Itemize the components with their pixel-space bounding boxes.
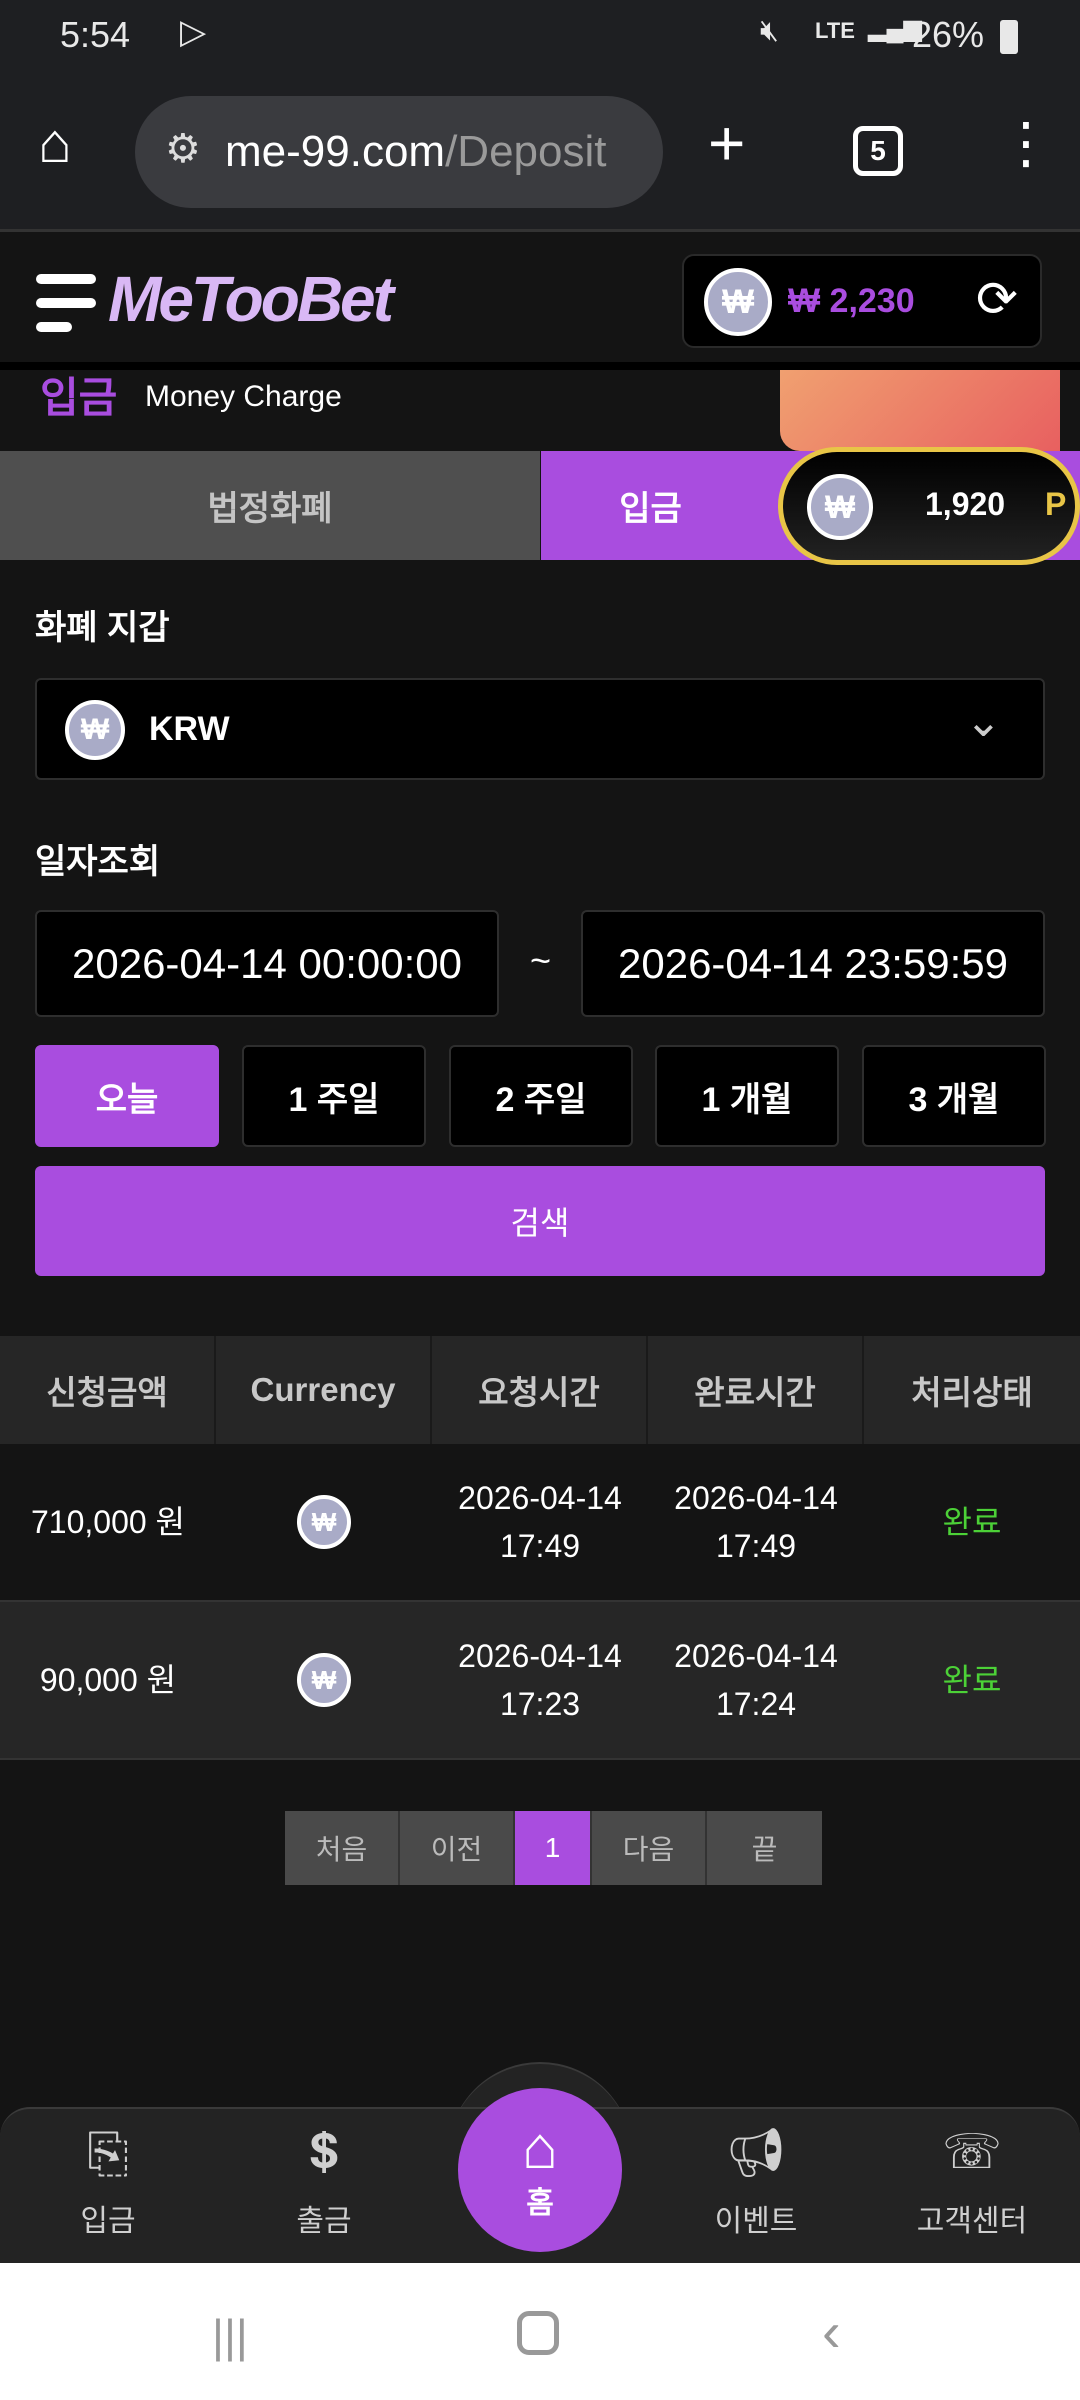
status-bar: 5:54 ▷ 🔇︎ LTE ▂▄▆ 26%: [0, 0, 1080, 70]
nav-label: 이벤트: [714, 2205, 798, 2238]
page-prev-button[interactable]: 이전: [400, 1811, 515, 1885]
status-badge: 완료: [942, 1662, 1002, 1698]
megaphone-icon: 📢︎: [725, 2127, 787, 2180]
network-type: LTE: [815, 18, 855, 43]
point-amount: 1,920: [925, 486, 1006, 522]
col-request-time: 요청시간: [432, 1336, 648, 1444]
complete-time: 17:49: [715, 1528, 797, 1564]
point-balance-widget[interactable]: ₩ 1,920 P: [778, 447, 1080, 565]
balance-amount: ₩ 2,230: [788, 282, 915, 320]
battery-level: 26%: [912, 14, 985, 55]
nav-home[interactable]: ⌂ 홈: [458, 2088, 622, 2252]
more-menu-icon[interactable]: ⋮: [998, 111, 1054, 174]
browser-toolbar: ⌂ ⚙ me-99.com/Deposit + 5 ⋮: [0, 70, 1080, 232]
table-row: 90,000 원 ₩ 2026-04-14 17:23 2026-04-14 17:…: [0, 1602, 1080, 1760]
tab-fiat[interactable]: 법정화폐: [0, 451, 540, 560]
url-path: /Deposit: [445, 127, 607, 176]
nav-label: 출금: [296, 2205, 352, 2238]
col-status: 처리상태: [911, 1374, 1033, 1411]
pagination: 처음 이전 1 다음 끝: [285, 1811, 822, 1885]
page-next-button[interactable]: 다음: [592, 1811, 707, 1885]
complete-date: 2026-04-14: [674, 1480, 838, 1516]
point-unit: P: [1045, 486, 1067, 522]
status-badge: 완료: [942, 1504, 1002, 1540]
back-icon[interactable]: ‹: [822, 2300, 841, 2363]
status-time: 5:54: [60, 14, 131, 55]
date-to-input[interactable]: 2026-04-14 23:59:59: [581, 910, 1045, 1017]
home-icon: ⌂: [521, 2114, 559, 2181]
mute-icon: 🔇︎: [760, 14, 779, 47]
balance-widget: ₩ ₩ 2,230 ⟳: [682, 254, 1042, 348]
request-time: 17:23: [499, 1686, 581, 1722]
won-coin-icon: ₩: [297, 1653, 351, 1707]
nav-event[interactable]: 📢︎ 이벤트: [648, 2124, 864, 2240]
refresh-icon[interactable]: ⟳: [976, 271, 1018, 327]
signal-icon: ▂▄▆: [868, 15, 922, 42]
complete-time: 17:24: [715, 1686, 797, 1722]
recent-apps-icon[interactable]: |||: [212, 2310, 248, 2362]
system-home-icon[interactable]: [517, 2311, 559, 2355]
battery-icon: [1000, 20, 1018, 54]
range-2week-button[interactable]: 2 주일: [449, 1045, 633, 1147]
support-24-icon: ☏: [941, 2126, 1003, 2179]
col-complete-time: 완료시간: [648, 1336, 864, 1444]
nav-withdraw[interactable]: 💲︎ 출금: [216, 2124, 432, 2240]
col-currency: Currency: [216, 1336, 432, 1444]
site-header: MeTooBet ₩ ₩ 2,230 ⟳: [0, 232, 1080, 370]
home-icon[interactable]: ⌂: [38, 111, 72, 174]
request-time: 17:49: [499, 1528, 581, 1564]
range-3month-button[interactable]: 3 개월: [862, 1045, 1046, 1147]
new-tab-icon[interactable]: +: [708, 107, 746, 179]
banner-image: [780, 370, 1060, 451]
system-nav-bar: ||| ‹: [0, 2263, 1080, 2400]
search-button[interactable]: 검색: [35, 1166, 1045, 1276]
tab-count-button[interactable]: 5: [853, 126, 903, 176]
banner-title-en: Money Charge: [145, 380, 342, 413]
range-1month-button[interactable]: 1 개월: [655, 1045, 839, 1147]
hamburger-menu-icon[interactable]: [36, 274, 96, 332]
page-first-button[interactable]: 처음: [285, 1811, 400, 1885]
banner-title-ko: 입금: [40, 374, 118, 421]
table-header: 신청금액 Currency 요청시간 완료시간 처리상태: [0, 1336, 1080, 1444]
amount: 710,000 원: [30, 1504, 185, 1540]
won-coin-icon: ₩: [297, 1495, 351, 1549]
date-query-label: 일자조회: [35, 843, 161, 881]
request-date: 2026-04-14: [458, 1480, 622, 1516]
range-today-button[interactable]: 오늘: [35, 1045, 219, 1147]
chevron-down-icon: ⌄: [965, 697, 1002, 746]
site-logo[interactable]: MeTooBet: [108, 263, 394, 335]
request-date: 2026-04-14: [458, 1638, 622, 1674]
wallet-label: 화폐 지갑: [35, 609, 170, 647]
page-banner: 입금 Money Charge: [0, 370, 1080, 451]
address-bar[interactable]: ⚙ me-99.com/Deposit: [135, 96, 663, 208]
page-current-button[interactable]: 1: [515, 1811, 592, 1885]
range-1week-button[interactable]: 1 주일: [242, 1045, 426, 1147]
won-coin-icon: ₩: [65, 700, 125, 760]
page-last-button[interactable]: 끝: [707, 1811, 822, 1885]
won-coin-icon: ₩: [704, 268, 772, 336]
nav-deposit[interactable]: ⎘ 입금: [0, 2124, 216, 2240]
complete-date: 2026-04-14: [674, 1638, 838, 1674]
withdraw-icon: 💲︎: [309, 2125, 339, 2178]
date-separator: ~: [530, 940, 552, 981]
nav-label: 입금: [80, 2205, 136, 2238]
nav-label: 고객센터: [916, 2205, 1028, 2238]
nav-label: 홈: [526, 2187, 554, 2220]
play-icon: ▷: [180, 13, 207, 51]
amount: 90,000 원: [39, 1662, 177, 1698]
table-row: 710,000 원 ₩ 2026-04-14 17:49 2026-04-14 17…: [0, 1444, 1080, 1602]
site-settings-icon[interactable]: ⚙: [165, 127, 201, 171]
date-from-input[interactable]: 2026-04-14 00:00:00: [35, 910, 499, 1017]
col-amount: 신청금액: [0, 1336, 216, 1444]
nav-support[interactable]: ☏ 고객센터: [864, 2124, 1080, 2240]
tab-bar: 법정화폐 입금 ₩ 1,920 P: [0, 447, 1080, 565]
deposit-icon: ⎘: [87, 2125, 129, 2183]
currency-value: KRW: [149, 710, 230, 748]
currency-select[interactable]: ₩ KRW ⌄: [35, 678, 1045, 780]
url-host: me-99.com: [225, 127, 446, 176]
won-coin-icon: ₩: [807, 474, 873, 540]
